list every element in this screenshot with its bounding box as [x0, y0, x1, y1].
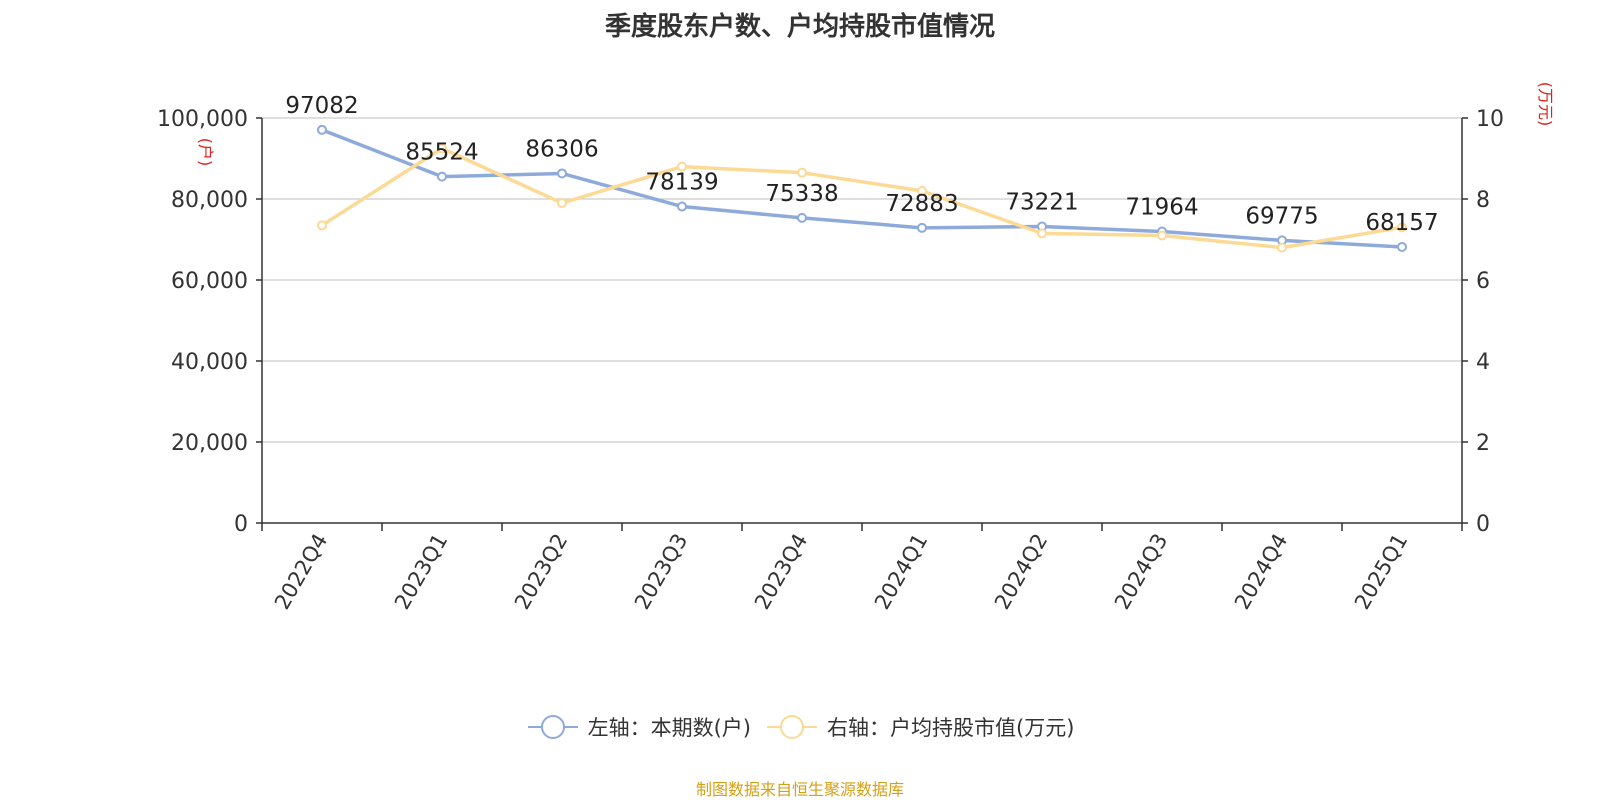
x-tick-label: 2024Q1 [870, 530, 932, 614]
x-tick-label: 2024Q3 [1110, 530, 1172, 614]
data-label-shareholders: 75338 [765, 181, 838, 207]
y-right-axis-label: (万元) [1536, 82, 1555, 127]
chart-plot: 0 0 20,000 2 40,000 4 60,000 6 80,000 8 100,000 10 (… [157, 82, 1555, 614]
data-label-shareholders: 69775 [1245, 203, 1318, 229]
data-point-avg-value [317, 220, 327, 231]
y-left-tick-label: 0 [234, 512, 248, 537]
data-point-shareholders [1397, 241, 1407, 252]
data-point-avg-value [1157, 230, 1167, 241]
y-left-axis-label: (户) [196, 138, 215, 167]
data-point-shareholders [437, 171, 447, 182]
y-right-tick-label: 2 [1476, 431, 1490, 456]
y-left-tick-label: 60,000 [171, 269, 248, 294]
legend: 左轴：本期数(户) 右轴：户均持股市值(万元) [0, 712, 1600, 742]
series-line-shareholders [321, 128, 1403, 249]
legend-label-shareholders: 左轴：本期数(户) [587, 716, 751, 740]
data-point-shareholders [317, 124, 327, 135]
data-point-avg-value [1397, 222, 1407, 233]
y-left-tick-label: 100,000 [157, 107, 248, 132]
legend-item-avg-value[interactable]: 右轴：户均持股市值(万元) [765, 712, 1074, 742]
data-point-shareholders [917, 222, 927, 233]
x-tick-label: 2023Q1 [390, 530, 452, 614]
data-label-shareholders: 97082 [285, 93, 358, 119]
data-label-shareholders: 71964 [1125, 195, 1198, 221]
legend-swatch-yellow-icon [767, 715, 817, 739]
data-label-shareholders: 78139 [645, 170, 718, 196]
chart-title: 季度股东户数、户均持股市值情况 [604, 12, 995, 42]
data-label-shareholders: 72883 [885, 191, 958, 217]
y-right-tick-label: 0 [1476, 512, 1490, 537]
data-point-avg-value [437, 143, 447, 154]
legend-item-shareholders[interactable]: 左轴：本期数(户) [526, 712, 751, 742]
x-tick-label: 2023Q2 [510, 530, 572, 614]
x-tick-label: 2023Q4 [750, 530, 812, 614]
y-right-tick-label: 6 [1476, 269, 1490, 294]
y-left-tick-label: 80,000 [171, 188, 248, 213]
data-label-shareholders: 86306 [525, 136, 598, 162]
data-point-avg-value [917, 185, 927, 196]
data-label-shareholders: 68157 [1365, 210, 1438, 236]
x-tick-label: 2023Q3 [630, 530, 692, 614]
y-left-tick-label: 20,000 [171, 431, 248, 456]
y-left-tick-label: 40,000 [171, 350, 248, 375]
legend-swatch-blue-icon [527, 715, 578, 739]
x-tick-label: 2024Q2 [990, 530, 1052, 614]
data-point-avg-value [797, 167, 807, 178]
x-tick-label: 2025Q1 [1350, 530, 1412, 614]
data-point-avg-value [1277, 242, 1287, 253]
data-point-shareholders [677, 201, 687, 212]
data-point-avg-value [677, 161, 687, 172]
series-line-avg-value [321, 146, 1403, 250]
x-tick-label: 2024Q4 [1230, 530, 1292, 614]
data-point-avg-value [557, 198, 567, 209]
source-note: 制图数据来自恒生聚源数据库 [695, 780, 904, 799]
y-right-tick-label: 4 [1476, 350, 1490, 375]
y-right-tick-label: 10 [1476, 107, 1504, 132]
y-right-tick-label: 8 [1476, 188, 1490, 213]
data-label-shareholders: 85524 [405, 140, 478, 166]
x-tick-label: 2022Q4 [270, 530, 332, 614]
data-label-shareholders: 73221 [1005, 189, 1078, 215]
data-point-shareholders [797, 212, 807, 223]
legend-label-avg-value: 右轴：户均持股市值(万元) [827, 716, 1075, 740]
data-point-shareholders [557, 168, 567, 179]
data-point-avg-value [1037, 228, 1047, 239]
